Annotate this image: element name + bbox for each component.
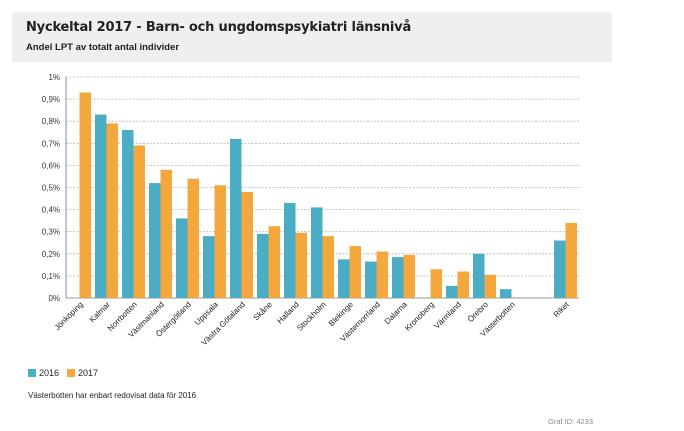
y-tick-label: 0,1% [42,272,60,281]
bar-2016 [284,202,296,298]
graph-id: Graf ID: 4233 [548,417,594,426]
bar-2016 [257,233,269,298]
legend-item-2016[interactable]: 2016 [28,368,59,378]
y-tick-label: 0,7% [42,139,60,148]
y-tick-label: 0,6% [42,161,60,170]
bar-2016 [392,257,404,298]
bar-2017 [403,254,415,298]
bar-2016 [203,236,215,298]
bar-2016 [473,253,485,298]
x-tick-label: Halland [275,300,301,326]
x-tick-label: Kalmar [88,300,113,325]
y-tick-label: 0% [48,294,60,303]
bar-2017 [295,232,307,298]
y-tick-label: 0,5% [42,184,60,193]
bar-2017 [484,274,496,298]
x-tick-label: Örebro [466,300,490,324]
bar-2016 [149,183,161,298]
bar-2017 [565,222,577,298]
y-tick-label: 1% [48,73,60,82]
x-tick-label: Dalarna [383,300,410,327]
x-tick-label: Stockholm [295,300,328,333]
bar-2017 [268,226,280,298]
x-tick-label: Kronoberg [403,300,436,333]
chart-title: Nyckeltal 2017 - Barn- och ungdomspsykia… [26,20,412,35]
bar-2017 [349,246,361,298]
y-tick-label: 0,8% [42,117,60,126]
bar-2016 [311,207,323,298]
y-tick-label: 0,4% [42,206,60,215]
bar-2016 [122,130,134,298]
x-tick-label: Riket [552,300,572,320]
bar-2016 [338,259,350,298]
bar-2017 [376,251,388,298]
y-tick-label: 0,3% [42,228,60,237]
bar-2017 [430,269,442,298]
legend-label-2017: 2017 [78,368,99,378]
bar-2016 [500,289,512,298]
legend: 2016 2017 [28,368,98,378]
bar-2017 [79,92,91,298]
legend-label-2016: 2016 [39,368,60,378]
chart-header: Nyckeltal 2017 - Barn- och ungdomspsykia… [12,12,612,62]
bar-2017 [133,145,145,298]
x-tick-label: Värmland [432,300,463,331]
bar-2016 [95,114,107,298]
y-tick-label: 0,9% [42,95,60,104]
bar-2016 [446,285,458,298]
bar-2017 [106,123,118,298]
bar-2017 [160,169,172,298]
footnote: Västerbotten har enbart redovisat data f… [28,391,197,400]
bar-2016 [365,261,377,298]
chart-subtitle: Andel LPT av totalt antal individer [26,42,180,53]
bar-2016 [176,218,188,298]
x-tick-label: Skåne [252,300,275,323]
bar-2016 [230,138,242,298]
bar-2017 [457,271,469,298]
bar-2017 [214,185,226,298]
legend-swatch-2016 [28,369,36,377]
bar-2016 [554,240,566,298]
legend-item-2017[interactable]: 2017 [67,368,98,378]
legend-swatch-2017 [67,369,76,377]
bar-2017 [322,236,334,298]
x-tick-label: Jönköping [53,300,85,332]
bar-2017 [187,178,199,298]
bar-2017 [241,191,253,298]
y-tick-label: 0,2% [42,250,60,259]
